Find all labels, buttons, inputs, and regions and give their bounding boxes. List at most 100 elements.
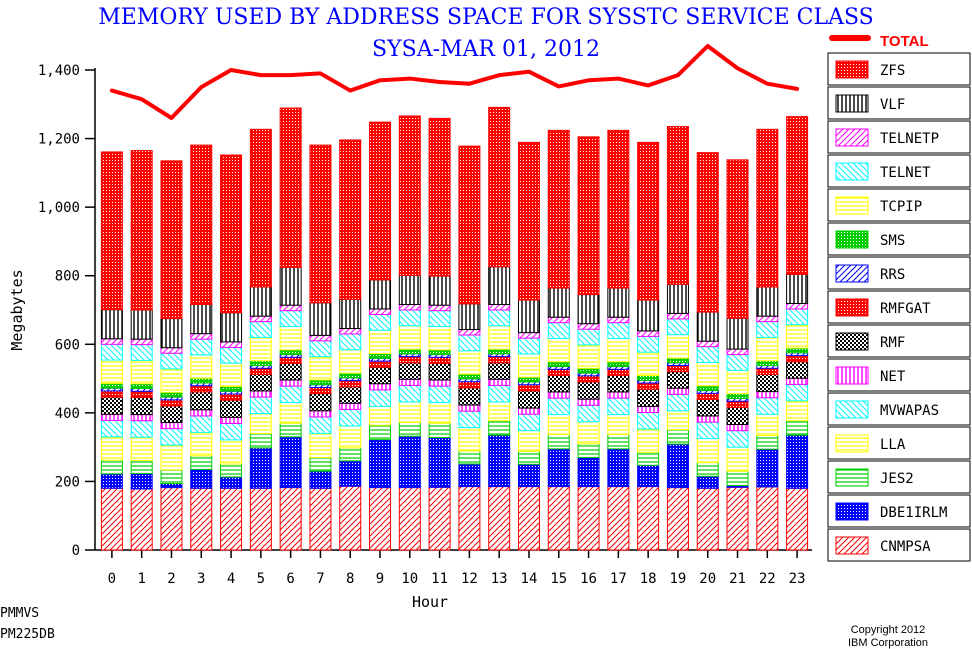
bar-segment-dbe1irlm	[160, 482, 183, 489]
bar-segment-rmfgat	[666, 365, 689, 373]
bar-segment-jes2	[428, 422, 451, 439]
bar-segment-cnmpsa	[398, 487, 421, 551]
legend-item-sms	[827, 222, 971, 256]
bar-segment-telnet	[488, 309, 511, 327]
legend-label: TELNETP	[880, 131, 939, 147]
bar-segment-rmf	[786, 361, 809, 379]
bar-segment-telnet	[726, 354, 749, 371]
bar-segment-cnmpsa	[547, 486, 570, 551]
x-tick-label: 19	[670, 571, 687, 587]
bar-segment-tcpip	[398, 325, 421, 350]
bar-segment-net	[666, 387, 689, 395]
bar-segment-lla	[458, 427, 481, 452]
bar-segment-jes2	[517, 450, 540, 465]
bar-segment-cnmpsa	[726, 486, 749, 551]
bar-segment-tcpip	[726, 369, 749, 395]
bar-segment-rmf	[190, 391, 213, 411]
bar-segment-net	[577, 398, 600, 406]
bar-segment-jes2	[249, 432, 272, 449]
bar-segment-jes2	[100, 459, 123, 475]
bar-segment-telnet	[339, 333, 362, 351]
bar-segment-telnet	[577, 328, 600, 346]
bar-segment-rmfgat	[398, 356, 421, 364]
x-tick-label: 20	[699, 571, 716, 587]
bar-segment-telnetp	[279, 304, 302, 312]
bar-segment-lla	[517, 430, 540, 452]
bar-segment-jes2	[726, 470, 749, 487]
bar-segment-vlf	[279, 266, 302, 306]
bar-segment-sms	[190, 377, 213, 384]
bar-segment-rmfgat	[458, 381, 481, 389]
chart-subtitle: SYSA-MAR 01, 2012	[372, 37, 600, 62]
bar-segment-cnmpsa	[160, 487, 183, 551]
bar-segment-dbe1irlm	[398, 435, 421, 489]
bar-segment-rmf	[428, 362, 451, 381]
bar-segment-net	[309, 410, 332, 418]
x-tick-label: 4	[227, 571, 235, 587]
legend-swatch	[835, 196, 869, 215]
bar-segment-telnetp	[726, 348, 749, 356]
bar-segment-rmfgat	[637, 382, 660, 390]
bar-segment-telnet	[547, 322, 570, 339]
bar-segment-dbe1irlm	[130, 473, 153, 490]
bar-segment-net	[190, 409, 213, 417]
bar-segment-dbe1irlm	[547, 448, 570, 488]
bar-segment-dbe1irlm	[458, 463, 481, 488]
bar-segment-jes2	[190, 455, 213, 470]
bar-segment-vlf	[398, 274, 421, 306]
bar-segment-dbe1irlm	[666, 443, 689, 489]
bar-segment-rmf	[309, 393, 332, 412]
bar-segment-vlf	[607, 287, 630, 318]
bar-segment-zfs	[249, 128, 272, 288]
bar-segment-vlf	[726, 317, 749, 350]
bar-segment-vlf	[547, 287, 570, 318]
bar-stack-hour-3	[190, 144, 213, 551]
bar-segment-sms	[696, 385, 719, 392]
legend-swatch	[835, 264, 869, 283]
legend-label: MVWAPAS	[880, 403, 939, 419]
legend-label: NET	[880, 369, 906, 385]
bar-segment-sms	[756, 360, 779, 367]
bar-segment-net	[547, 391, 570, 399]
bar-segment-mvwapas	[488, 384, 511, 403]
bar-segment-rmfgat	[249, 367, 272, 375]
bar-segment-jes2	[160, 469, 183, 484]
bars	[100, 106, 809, 551]
bar-segment-lla	[547, 414, 570, 435]
bar-segment-rmfgat	[547, 368, 570, 376]
bar-segment-cnmpsa	[369, 487, 392, 551]
bar-segment-zfs	[279, 107, 302, 268]
bar-segment-jes2	[577, 443, 600, 458]
bar-stack-hour-23	[786, 116, 809, 551]
bar-segment-zfs	[488, 106, 511, 268]
bar-segment-telnetp	[547, 316, 570, 324]
y-tick-label: 200	[55, 474, 80, 490]
bar-segment-jes2	[279, 422, 302, 438]
bar-segment-sms	[458, 373, 481, 380]
bar-segment-tcpip	[696, 361, 719, 387]
legend-label: RMFGAT	[880, 301, 931, 317]
bar-segment-zfs	[577, 136, 600, 296]
bar-segment-rmfgat	[100, 390, 123, 398]
y-tick-label: 1,000	[38, 200, 80, 216]
bar-stack-hour-1	[130, 150, 153, 551]
bar-segment-rmfgat	[369, 360, 392, 368]
bar-segment-jes2	[369, 424, 392, 441]
bar-segment-mvwapas	[339, 408, 362, 427]
legend-label: ZFS	[880, 63, 905, 79]
bar-segment-rmf	[607, 374, 630, 393]
bar-segment-vlf	[666, 283, 689, 314]
bar-segment-zfs	[696, 152, 719, 313]
bar-segment-cnmpsa	[517, 486, 540, 551]
bar-segment-rmf	[666, 371, 689, 389]
legend-item-cnmpsa	[827, 528, 971, 562]
bar-segment-telnet	[309, 340, 332, 358]
bar-segment-telnet	[190, 338, 213, 356]
x-tick-label: 11	[431, 571, 448, 587]
bar-segment-telnet	[428, 310, 451, 327]
bar-segment-mvwapas	[398, 384, 421, 403]
bar-segment-tcpip	[130, 359, 153, 385]
bar-segment-tcpip	[577, 344, 600, 369]
bar-segment-mvwapas	[786, 383, 809, 402]
bar-segment-rmf	[696, 398, 719, 417]
